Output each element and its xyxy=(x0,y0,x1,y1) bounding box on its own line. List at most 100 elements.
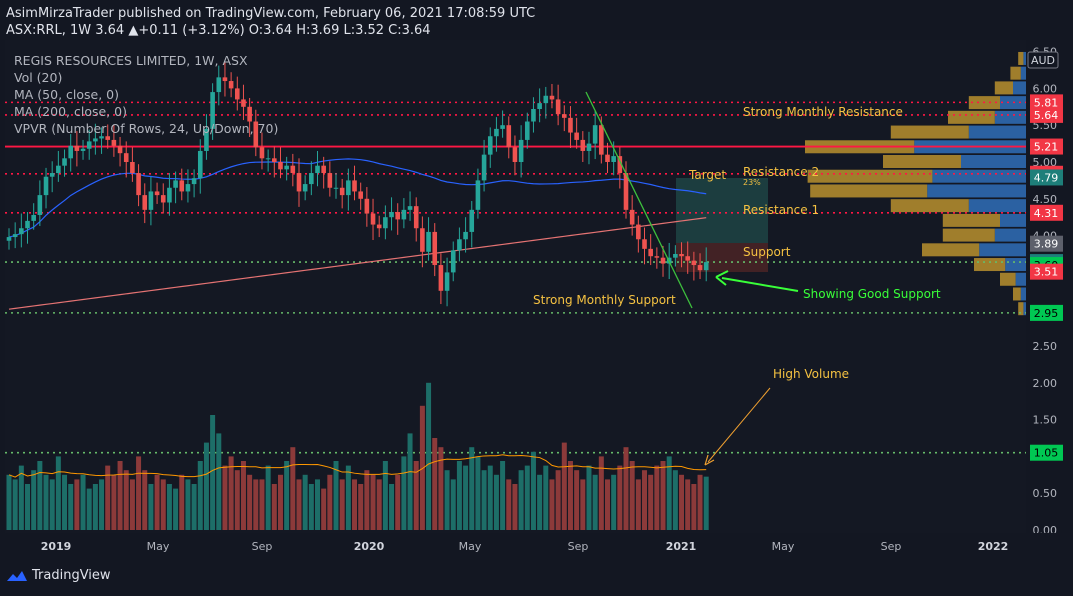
price-tick-label: 0.50 xyxy=(1033,487,1058,500)
volume-bar xyxy=(12,479,18,530)
volume-bar xyxy=(401,456,407,530)
candle-body xyxy=(117,145,123,154)
candle-body xyxy=(296,173,302,192)
candle-body xyxy=(376,224,382,229)
candle-body xyxy=(691,260,697,266)
volume-bar xyxy=(129,479,135,530)
vpvr-up-bar xyxy=(994,81,1013,95)
vpvr-up-bar xyxy=(974,258,1006,272)
volume-bar xyxy=(222,465,228,530)
legend-ma50[interactable]: MA (50, close, 0) xyxy=(14,87,120,102)
legend-vpvr[interactable]: VPVR (Number Of Rows, 24, Up/Down, 70) xyxy=(14,121,279,136)
vpvr-up-bar xyxy=(948,110,995,124)
volume-bar xyxy=(543,465,549,530)
candle-body xyxy=(148,191,154,210)
price-tick-label: 6.00 xyxy=(1033,82,1058,95)
candle-body xyxy=(395,212,401,220)
candle-body xyxy=(450,250,456,273)
legend-symbol[interactable]: REGIS RESOURCES LIMITED, 1W, ASX xyxy=(14,53,248,68)
candle-body xyxy=(241,99,246,107)
vpvr-down-bar xyxy=(979,243,1026,257)
candle-body xyxy=(25,220,30,229)
candle-body xyxy=(623,173,629,210)
volume-bar xyxy=(635,479,641,530)
candle-body xyxy=(438,265,444,291)
price-tick-label: 2.00 xyxy=(1033,377,1058,390)
volume-bar xyxy=(191,484,197,530)
volume-bar xyxy=(68,484,74,530)
volume-bar xyxy=(55,456,61,530)
tradingview-logo[interactable]: TradingView xyxy=(6,568,111,583)
legend-ma200[interactable]: MA (200, close, 0) xyxy=(14,104,127,119)
vpvr-down-bar xyxy=(1000,213,1026,227)
volume-bar xyxy=(166,484,172,530)
volume-bar xyxy=(302,474,308,530)
volume-bar xyxy=(407,433,413,530)
volume-bar xyxy=(574,470,580,530)
candle-body xyxy=(592,125,598,144)
candle-body xyxy=(210,92,215,129)
volume-bar xyxy=(530,451,536,530)
volume-bar xyxy=(173,488,179,530)
candle-body xyxy=(142,195,148,210)
candle-body xyxy=(86,141,92,149)
candle-body xyxy=(685,256,690,261)
volume-bar xyxy=(364,470,370,530)
candle-body xyxy=(420,228,425,252)
candle-body xyxy=(228,81,234,89)
candle-body xyxy=(383,217,388,229)
volume-bar xyxy=(271,484,277,530)
volume-bar xyxy=(500,461,506,530)
volume-bar xyxy=(549,479,555,530)
volume-bar xyxy=(370,474,376,530)
volume-bar xyxy=(672,470,678,530)
price-tick-label: 2.50 xyxy=(1033,340,1058,353)
annotation-label: 23% xyxy=(743,178,761,187)
candle-body xyxy=(673,254,678,258)
volume-bar xyxy=(654,465,660,530)
candle-body xyxy=(358,191,363,199)
price-label-bg xyxy=(1030,235,1063,252)
candles xyxy=(6,62,709,307)
candle-body xyxy=(111,139,117,146)
volume-bar xyxy=(6,474,12,530)
volume-bar xyxy=(240,461,246,530)
candle-body xyxy=(154,191,160,196)
legend-volume[interactable]: Vol (20) xyxy=(14,70,63,85)
candle-body xyxy=(370,213,376,225)
volume-bar xyxy=(598,456,604,530)
volume-bar xyxy=(419,405,425,530)
price-label-bg xyxy=(1030,304,1063,321)
volume-bar xyxy=(629,461,635,530)
price-label-bg xyxy=(1030,204,1063,221)
price-tick-label: 5.00 xyxy=(1033,156,1058,169)
volume-bar xyxy=(216,433,222,530)
volume-bar xyxy=(512,484,518,530)
candle-body xyxy=(648,248,653,257)
vpvr-up-bar xyxy=(810,184,928,198)
volume-bar xyxy=(487,465,493,530)
volume-bar xyxy=(666,456,672,530)
candle-body xyxy=(487,136,493,155)
brand-name: TradingView xyxy=(32,568,111,583)
candle-body xyxy=(617,156,623,174)
time-tick-label: May xyxy=(772,540,795,553)
volume-bar xyxy=(567,461,573,530)
vpvr-up-bar xyxy=(1000,272,1016,286)
time-tick-label: Sep xyxy=(252,540,273,553)
candle-body xyxy=(407,206,413,210)
volume-bar xyxy=(339,479,345,530)
annotation-label: Strong Monthly Support xyxy=(533,293,676,307)
volume-bar xyxy=(234,470,240,530)
quote-line: ASX:RRL, 1W 3.64 ▲+0.11 (+3.12%) O:3.64 … xyxy=(6,23,431,38)
candle-body xyxy=(315,165,320,174)
candle-body xyxy=(222,77,228,82)
vpvr-up-bar xyxy=(807,169,933,183)
candle-body xyxy=(321,165,326,174)
volume-bar xyxy=(105,465,111,530)
candle-body xyxy=(99,136,104,139)
price-label: 1.05 xyxy=(1034,447,1059,460)
price-label: 2.95 xyxy=(1034,307,1059,320)
volume-bar xyxy=(284,461,290,530)
